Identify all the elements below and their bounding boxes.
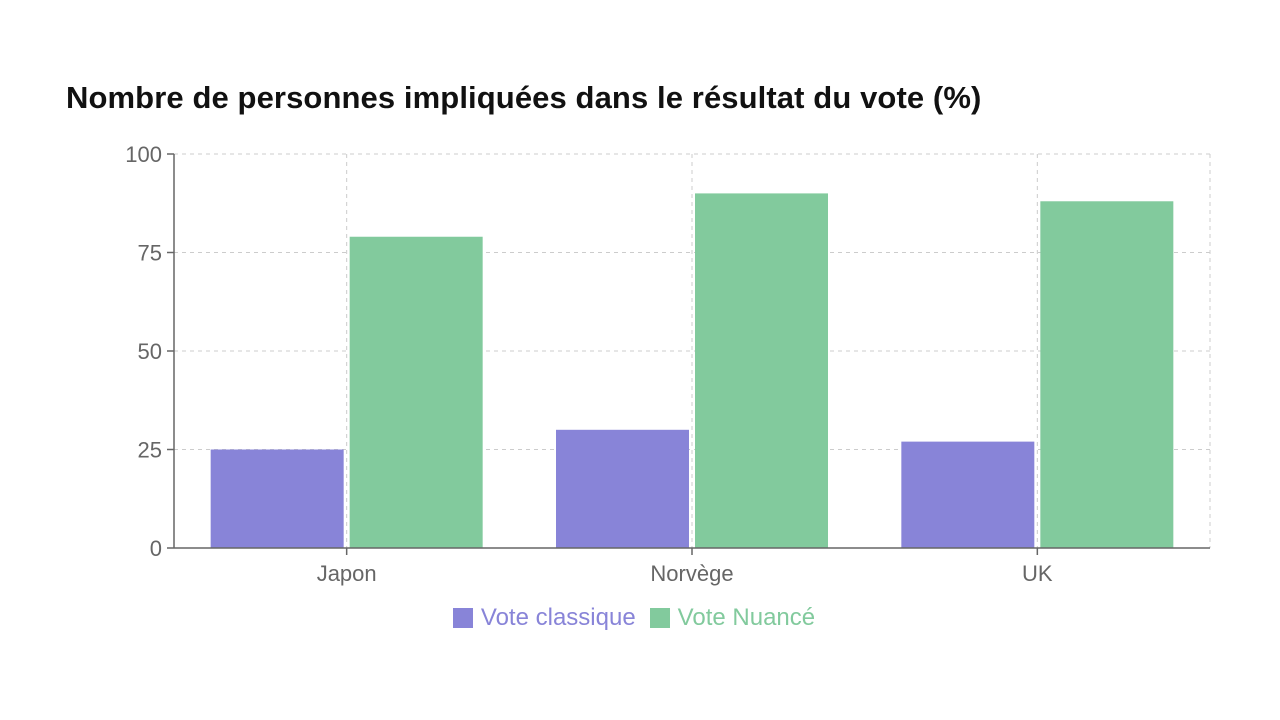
legend-label-vote-nuance: Vote Nuancé xyxy=(677,604,816,631)
legend-item-vote-classique[interactable]: Vote classique xyxy=(452,604,636,632)
bar-vote-classique-uk[interactable] xyxy=(901,441,1035,548)
x-tick-label: Japon xyxy=(317,561,377,586)
legend-item-vote-nuance[interactable]: Vote Nuancé xyxy=(649,604,816,632)
bar-vote-nuance-uk[interactable] xyxy=(1040,201,1174,548)
bars xyxy=(210,193,1174,549)
legend: Vote classique Vote Nuancé xyxy=(0,604,1268,632)
legend-label-vote-classique: Vote classique xyxy=(480,604,636,631)
bar-vote-nuance-japon[interactable] xyxy=(349,236,483,549)
legend-swatch-vote-classique xyxy=(452,608,473,628)
y-tick-label: 50 xyxy=(138,339,162,364)
y-tick-label: 0 xyxy=(150,536,162,561)
y-tick-label: 100 xyxy=(125,142,162,167)
bar-vote-classique-norvege[interactable] xyxy=(556,429,689,548)
x-tick-label: Norvège xyxy=(650,561,733,586)
chart-title: Nombre de personnes impliquées dans le r… xyxy=(66,80,982,115)
axes: 0 25 50 75 100 Japon Norvège UK xyxy=(125,142,1210,586)
bar-vote-classique-japon[interactable] xyxy=(210,449,344,549)
bar-vote-nuance-norvege[interactable] xyxy=(695,193,828,548)
x-tick-label: UK xyxy=(1022,561,1053,586)
legend-swatch-vote-nuance xyxy=(649,608,670,628)
grid xyxy=(174,153,1211,548)
y-tick-label: 75 xyxy=(138,241,162,266)
y-tick-label: 25 xyxy=(138,438,162,463)
